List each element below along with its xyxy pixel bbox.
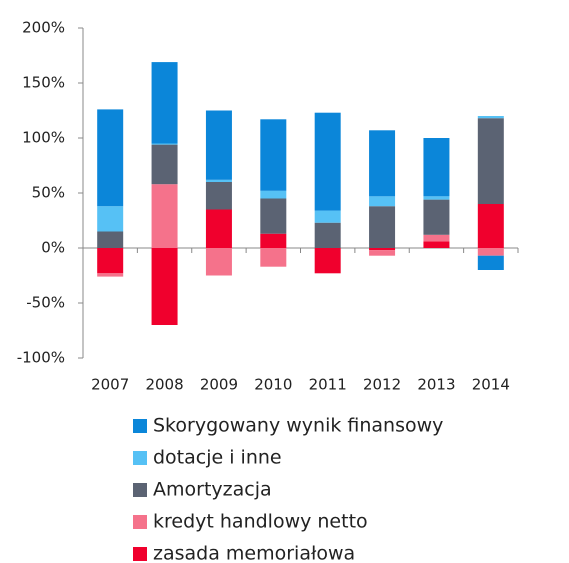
bar-segment bbox=[151, 143, 178, 145]
bar-segment bbox=[205, 209, 232, 248]
x-tick-label: 2014 bbox=[472, 376, 510, 394]
legend-label: Skorygowany wynik finansowy bbox=[153, 415, 443, 437]
bar-segment bbox=[423, 138, 450, 197]
bar-segment bbox=[477, 118, 504, 204]
bar-segment bbox=[314, 222, 341, 248]
bar-segment bbox=[369, 206, 396, 248]
legend-swatch bbox=[133, 451, 147, 465]
legend-label: kredyt handlowy netto bbox=[153, 511, 368, 533]
legend-swatch bbox=[133, 547, 147, 561]
y-tick-label: 150% bbox=[22, 74, 65, 92]
bar-segment bbox=[369, 250, 396, 256]
bar-segment bbox=[314, 248, 341, 274]
bar-segment bbox=[369, 196, 396, 207]
y-tick-label: 50% bbox=[32, 184, 65, 202]
bar-segment bbox=[151, 62, 178, 144]
bar-segment bbox=[369, 248, 396, 251]
legend-label: dotacje i inne bbox=[153, 447, 282, 469]
x-tick-label: 2013 bbox=[417, 376, 455, 394]
legend-swatch bbox=[133, 483, 147, 497]
bar-segment bbox=[97, 206, 124, 232]
bar-segment bbox=[260, 248, 287, 267]
legend-swatch bbox=[133, 419, 147, 433]
bar-segment bbox=[97, 273, 124, 277]
y-tick-label: 0% bbox=[41, 239, 65, 257]
bar-segment bbox=[423, 199, 450, 235]
y-tick-label: -100% bbox=[17, 349, 65, 367]
bar-segment bbox=[423, 196, 450, 200]
bar-segment bbox=[151, 184, 178, 248]
bar-segment bbox=[260, 198, 287, 234]
bar-segment bbox=[314, 112, 341, 211]
bar-segment bbox=[477, 255, 504, 270]
bar-segment bbox=[205, 110, 232, 180]
x-tick-label: 2010 bbox=[254, 376, 292, 394]
bar-segment bbox=[260, 190, 287, 199]
bar-segment bbox=[205, 248, 232, 276]
bar-segment bbox=[205, 179, 232, 182]
x-tick-label: 2012 bbox=[363, 376, 401, 394]
bar-segment bbox=[97, 109, 124, 207]
bar-segment bbox=[369, 130, 396, 197]
bar-segment bbox=[260, 119, 287, 191]
bar-segment bbox=[477, 116, 504, 119]
y-tick-label: -50% bbox=[26, 294, 65, 312]
bar-segment bbox=[151, 248, 178, 325]
x-tick-label: 2008 bbox=[145, 376, 183, 394]
x-tick-label: 2009 bbox=[200, 376, 238, 394]
bar-segment bbox=[477, 204, 504, 248]
legend-label: zasada memoriałowa bbox=[153, 543, 355, 563]
bar-segment bbox=[205, 182, 232, 210]
bar-segment bbox=[314, 210, 341, 223]
bar-segment bbox=[97, 231, 124, 248]
y-tick-label: 200% bbox=[22, 19, 65, 37]
x-tick-label: 2011 bbox=[309, 376, 347, 394]
legend-label: Amortyzacja bbox=[153, 479, 272, 501]
bar-segment bbox=[477, 248, 504, 256]
legend-swatch bbox=[133, 515, 147, 529]
y-tick-label: 100% bbox=[22, 129, 65, 147]
bar-segment bbox=[423, 234, 450, 242]
bar-segment bbox=[260, 233, 287, 248]
x-tick-label: 2007 bbox=[91, 376, 129, 394]
bar-segment bbox=[97, 248, 124, 274]
bar-segment bbox=[423, 241, 450, 248]
bar-segment bbox=[151, 144, 178, 185]
